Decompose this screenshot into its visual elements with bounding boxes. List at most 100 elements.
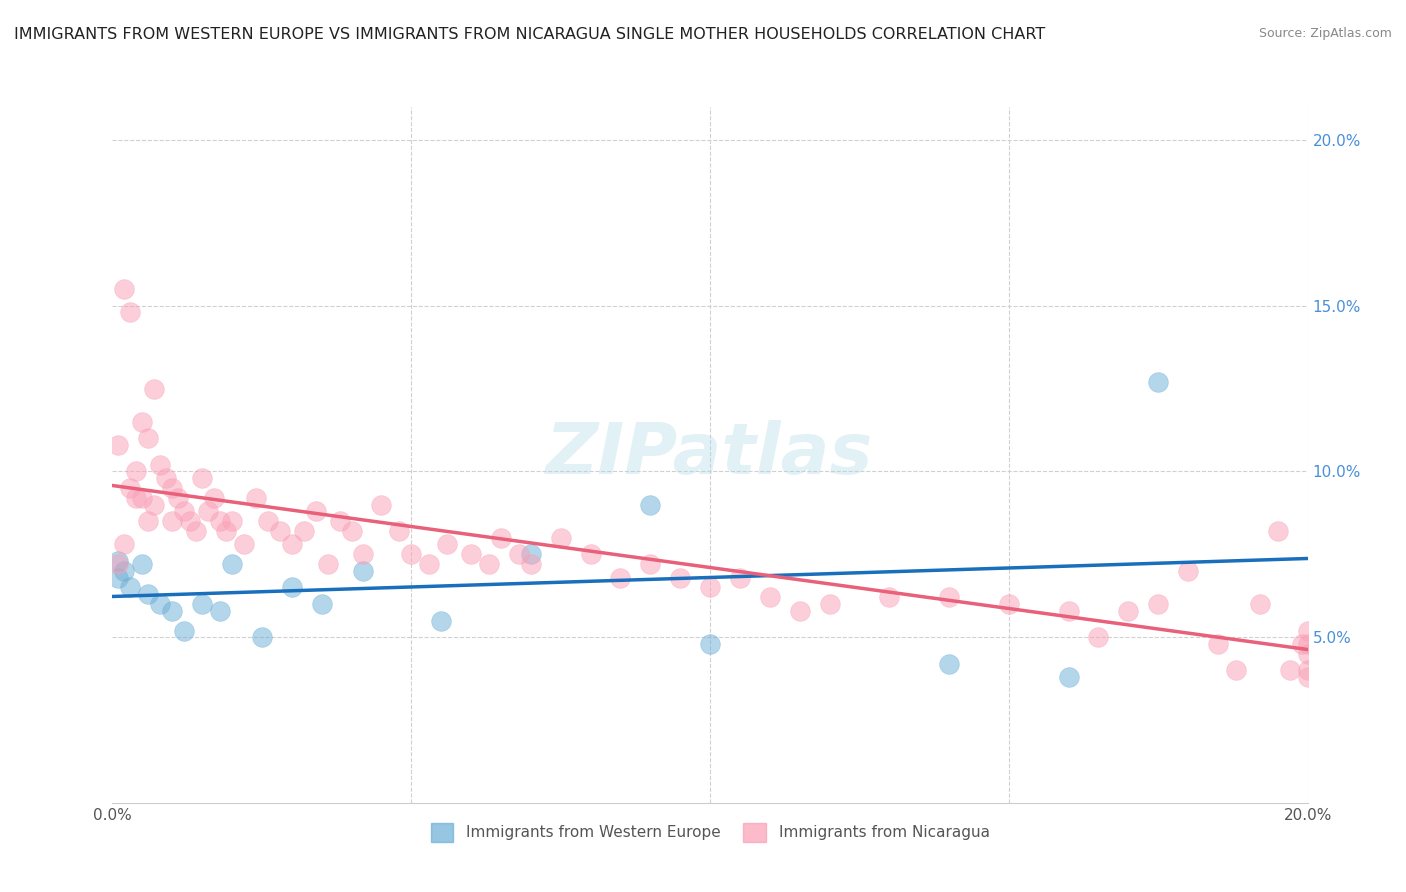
Point (162, 604, 183, 618)
Point (640, 558, 662, 572)
Point (879, 591, 901, 605)
Point (186, 524, 208, 538)
Point (460, 547, 482, 561)
Legend: Immigrants from Western Europe, Immigrants from Nicaragua: Immigrants from Western Europe, Immigran… (422, 814, 998, 851)
Point (759, 591, 782, 605)
Point (114, 282, 135, 296)
Point (120, 581, 142, 595)
Point (155, 471, 177, 485)
Point (162, 481, 183, 495)
Text: IMMIGRANTS FROM WESTERN EUROPE VS IMMIGRANTS FROM NICARAGUA SINGLE MOTHER HOUSEH: IMMIGRANTS FROM WESTERN EUROPE VS IMMIGR… (14, 27, 1045, 42)
Point (1177, 564, 1199, 578)
Point (789, 604, 811, 618)
Point (316, 558, 339, 572)
Point (669, 570, 692, 584)
Point (818, 597, 841, 611)
Text: ZIPatlas: ZIPatlas (547, 420, 873, 490)
Point (520, 558, 543, 572)
Point (370, 498, 392, 512)
Point (281, 537, 304, 551)
Point (233, 537, 256, 551)
Point (120, 305, 142, 319)
Point (257, 514, 280, 528)
Point (699, 637, 721, 651)
Point (329, 514, 352, 528)
Point (138, 587, 160, 601)
Point (107, 554, 129, 568)
Point (221, 514, 243, 528)
Point (125, 491, 148, 505)
Point (269, 524, 291, 538)
Point (143, 498, 166, 512)
Point (143, 382, 166, 396)
Point (1296, 647, 1319, 661)
Point (138, 431, 160, 445)
Text: Source: ZipAtlas.com: Source: ZipAtlas.com (1258, 27, 1392, 40)
Point (1118, 604, 1140, 618)
Point (1057, 604, 1080, 618)
Point (1278, 663, 1301, 677)
Point (353, 547, 375, 561)
Point (1296, 670, 1319, 684)
Point (250, 630, 273, 644)
Point (418, 558, 440, 572)
Point (131, 558, 153, 572)
Point (1147, 375, 1170, 389)
Point (281, 581, 304, 595)
Point (998, 597, 1021, 611)
Point (1206, 637, 1229, 651)
Point (114, 537, 135, 551)
Point (353, 564, 375, 578)
Point (162, 514, 183, 528)
Point (173, 504, 195, 518)
Point (209, 604, 232, 618)
Point (579, 547, 602, 561)
Point (1296, 624, 1319, 638)
Point (245, 491, 267, 505)
Point (388, 524, 411, 538)
Point (107, 438, 129, 452)
Point (520, 547, 543, 561)
Point (191, 597, 214, 611)
Point (1267, 524, 1289, 538)
Point (1225, 663, 1247, 677)
Point (436, 537, 458, 551)
Point (430, 614, 453, 628)
Point (728, 570, 751, 584)
Point (292, 524, 315, 538)
Point (215, 524, 238, 538)
Point (131, 491, 153, 505)
Point (167, 491, 190, 505)
Point (311, 597, 333, 611)
Point (149, 458, 172, 472)
Point (489, 531, 512, 545)
Point (125, 465, 148, 479)
Point (221, 558, 243, 572)
Point (938, 657, 960, 671)
Point (401, 547, 423, 561)
Point (508, 547, 530, 561)
Point (1296, 637, 1319, 651)
Point (173, 624, 195, 638)
Point (202, 491, 225, 505)
Point (1087, 630, 1109, 644)
Point (1147, 597, 1170, 611)
Point (1249, 597, 1271, 611)
Point (149, 597, 172, 611)
Point (609, 570, 631, 584)
Point (938, 591, 960, 605)
Point (550, 531, 572, 545)
Point (107, 558, 129, 572)
Point (1296, 663, 1319, 677)
Point (699, 581, 721, 595)
Point (340, 524, 363, 538)
Point (1291, 637, 1313, 651)
Point (179, 514, 201, 528)
Point (478, 558, 501, 572)
Point (131, 415, 153, 429)
Point (640, 498, 662, 512)
Point (107, 570, 129, 584)
Point (305, 504, 328, 518)
Point (191, 471, 214, 485)
Point (138, 514, 160, 528)
